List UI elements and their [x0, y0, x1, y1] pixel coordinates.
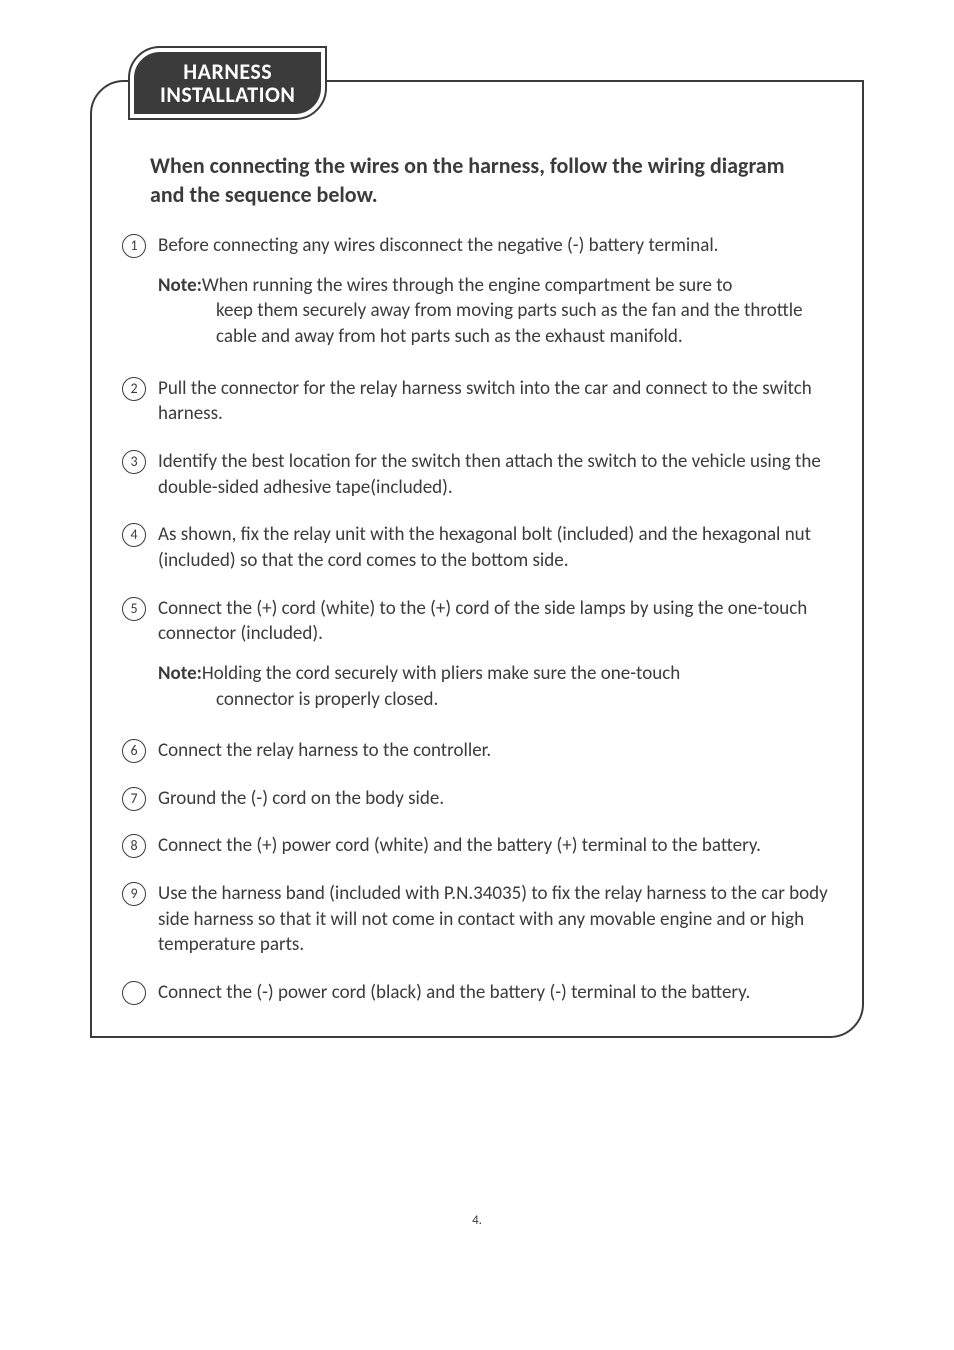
note-label: Note: [158, 662, 202, 685]
steps-list: 1 Before connecting any wires disconnect… [122, 233, 832, 1005]
note-body: connector is properly closed. [158, 687, 832, 713]
step-6: 6 Connect the relay harness to the contr… [122, 738, 832, 764]
step-text: Connect the (+) cord (white) to the (+) … [158, 596, 832, 717]
section-tab: HARNESS INSTALLATION [130, 48, 325, 118]
step-4: 4 As shown, fix the relay unit with the … [122, 522, 832, 573]
step-bullet: 8 [122, 834, 146, 858]
step-1: 1 Before connecting any wires disconnect… [122, 233, 832, 354]
note-label: Note: [158, 274, 202, 297]
step-bullet: 4 [122, 523, 146, 547]
step-text: Ground the (-) cord on the body side. [158, 786, 832, 812]
step-note: Note:When running the wires through the … [158, 273, 832, 350]
step-text: Identify the best location for the switc… [158, 449, 832, 500]
step-bullet: 5 [122, 597, 146, 621]
intro-heading: When connecting the wires on the harness… [150, 152, 822, 209]
step-2: 2 Pull the connector for the relay harne… [122, 376, 832, 427]
step-bullet: 3 [122, 450, 146, 474]
step-9: 9 Use the harness band (included with P.… [122, 881, 832, 958]
step-text: As shown, fix the relay unit with the he… [158, 522, 832, 573]
step-bullet [122, 981, 146, 1005]
step-text: Before connecting any wires disconnect t… [158, 233, 832, 354]
step-bullet: 6 [122, 739, 146, 763]
step-bullet: 9 [122, 882, 146, 906]
step-body: Connect the (+) cord (white) to the (+) … [158, 597, 807, 646]
note-first-line: When running the wires through the engin… [202, 274, 733, 297]
step-text: Use the harness band (included with P.N.… [158, 881, 832, 958]
step-10: Connect the (-) power cord (black) and t… [122, 980, 832, 1006]
step-bullet: 1 [122, 234, 146, 258]
step-text: Connect the relay harness to the control… [158, 738, 832, 764]
step-text: Connect the (+) power cord (white) and t… [158, 833, 832, 859]
step-bullet: 7 [122, 787, 146, 811]
step-text: Connect the (-) power cord (black) and t… [158, 980, 832, 1006]
step-note: Note:Holding the cord securely with plie… [158, 661, 832, 712]
step-7: 7 Ground the (-) cord on the body side. [122, 786, 832, 812]
note-body: keep them securely away from moving part… [158, 298, 832, 349]
step-text: Pull the connector for the relay harness… [158, 376, 832, 427]
instruction-panel: HARNESS INSTALLATION When connecting the… [90, 80, 864, 1038]
tab-line-1: HARNESS [160, 60, 295, 83]
page: HARNESS INSTALLATION When connecting the… [0, 0, 954, 1350]
page-number: 4. [0, 1213, 954, 1228]
step-8: 8 Connect the (+) power cord (white) and… [122, 833, 832, 859]
tab-line-2: INSTALLATION [160, 83, 295, 106]
step-bullet: 2 [122, 377, 146, 401]
step-3: 3 Identify the best location for the swi… [122, 449, 832, 500]
step-body: Before connecting any wires disconnect t… [158, 234, 718, 257]
note-first-line: Holding the cord securely with pliers ma… [202, 662, 680, 685]
step-5: 5 Connect the (+) cord (white) to the (+… [122, 596, 832, 717]
